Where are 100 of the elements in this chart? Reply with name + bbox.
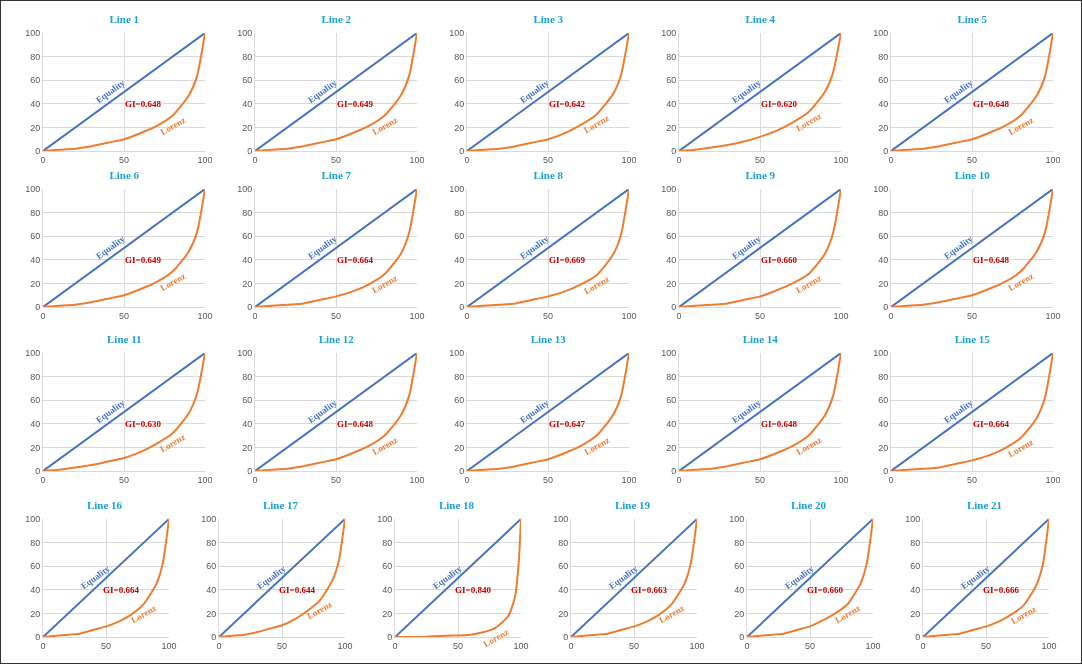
y-tick-label: 100 <box>237 28 253 39</box>
y-tick-label: 80 <box>242 51 253 62</box>
chart-title: Line 15 <box>954 333 991 346</box>
y-tick-label: 40 <box>242 98 253 109</box>
y-tick-label: 40 <box>30 254 41 265</box>
annotation: GI=0.648 <box>125 99 162 109</box>
y-tick-label: 80 <box>454 207 465 218</box>
chart-title: Line 17 <box>262 499 299 512</box>
y-tick-label: 80 <box>558 537 569 548</box>
y-tick-label: 40 <box>666 418 677 429</box>
y-tick-label: 80 <box>878 207 889 218</box>
y-tick-label: 80 <box>734 537 745 548</box>
annotation: GI=0.630 <box>125 419 162 429</box>
x-tick-label: 50 <box>542 154 554 165</box>
y-tick-label: 60 <box>666 231 677 242</box>
annotation: GI=0.660 <box>761 255 798 265</box>
x-tick-label: 100 <box>1045 310 1061 321</box>
y-tick-label: 20 <box>878 442 889 453</box>
y-tick-label: 80 <box>30 51 41 62</box>
x-tick-label: 50 <box>980 640 992 651</box>
annotation: GI=0.648 <box>973 255 1010 265</box>
y-tick-label: 80 <box>910 537 921 548</box>
chart-title: Line 9 <box>745 169 776 182</box>
y-tick-label: 100 <box>873 348 889 359</box>
y-tick-label: 40 <box>30 98 41 109</box>
y-tick-label: 40 <box>666 254 677 265</box>
x-tick-label: 100 <box>621 310 637 321</box>
y-tick-label: 0 <box>671 302 677 313</box>
x-tick-label: 50 <box>542 474 554 485</box>
y-tick-label: 100 <box>449 184 465 195</box>
y-tick-label: 0 <box>739 632 745 643</box>
y-tick-label: 0 <box>883 302 889 313</box>
y-tick-label: 80 <box>666 207 677 218</box>
y-tick-label: 100 <box>237 184 253 195</box>
y-tick-label: 80 <box>30 537 41 548</box>
y-tick-label: 40 <box>206 584 217 595</box>
y-tick-label: 60 <box>666 75 677 86</box>
chart-title: Line 11 <box>107 333 142 346</box>
y-tick-label: 40 <box>454 254 465 265</box>
y-tick-label: 40 <box>454 418 465 429</box>
x-tick-label: 50 <box>452 640 464 651</box>
y-tick-label: 40 <box>666 98 677 109</box>
y-tick-label: 20 <box>206 608 217 619</box>
x-tick-label: 50 <box>118 310 130 321</box>
y-tick-label: 60 <box>30 75 41 86</box>
y-tick-label: 20 <box>30 122 41 133</box>
y-tick-label: 100 <box>661 184 677 195</box>
x-tick-label: 100 <box>833 474 849 485</box>
y-tick-label: 0 <box>883 466 889 477</box>
y-tick-label: 80 <box>454 371 465 382</box>
y-tick-label: 100 <box>661 348 677 359</box>
x-tick-label: 50 <box>330 474 342 485</box>
chart-title: Line 19 <box>614 499 651 512</box>
y-tick-label: 100 <box>905 514 921 525</box>
y-tick-label: 0 <box>563 632 569 643</box>
y-tick-label: 0 <box>459 466 465 477</box>
y-tick-label: 0 <box>211 632 217 643</box>
y-tick-label: 0 <box>459 302 465 313</box>
y-tick-label: 20 <box>666 122 677 133</box>
y-tick-label: 60 <box>558 561 569 572</box>
y-tick-label: 20 <box>30 608 41 619</box>
y-tick-label: 100 <box>449 28 465 39</box>
y-tick-label: 60 <box>30 395 41 406</box>
y-tick-label: 80 <box>666 371 677 382</box>
x-tick-label: 100 <box>833 310 849 321</box>
y-tick-label: 0 <box>35 302 41 313</box>
y-tick-label: 20 <box>242 442 253 453</box>
x-tick-label: 50 <box>330 310 342 321</box>
annotation: GI=0.666 <box>983 585 1020 595</box>
y-tick-label: 20 <box>454 442 465 453</box>
y-tick-label: 0 <box>247 146 253 157</box>
y-tick-label: 60 <box>454 395 465 406</box>
x-tick-label: 100 <box>689 640 705 651</box>
y-tick-label: 80 <box>30 371 41 382</box>
x-tick-label: 100 <box>833 154 849 165</box>
x-tick-label: 100 <box>621 154 637 165</box>
y-tick-label: 60 <box>666 395 677 406</box>
y-tick-label: 20 <box>666 442 677 453</box>
x-tick-label: 100 <box>1045 474 1061 485</box>
annotation: GI=0.664 <box>337 255 374 265</box>
x-tick-label: 50 <box>118 474 130 485</box>
x-tick-label: 50 <box>804 640 816 651</box>
chart-title: Line 14 <box>742 333 779 346</box>
chart-title: Line 21 <box>966 499 1003 512</box>
chart-title: Line 2 <box>321 13 352 26</box>
y-tick-label: 20 <box>558 608 569 619</box>
annotation: GI=0.648 <box>761 419 798 429</box>
y-tick-label: 40 <box>878 254 889 265</box>
x-tick-label: 100 <box>337 640 353 651</box>
annotation: GI=0.669 <box>549 255 586 265</box>
y-tick-label: 0 <box>387 632 393 643</box>
y-tick-label: 40 <box>878 98 889 109</box>
y-tick-label: 20 <box>734 608 745 619</box>
y-tick-label: 40 <box>558 584 569 595</box>
annotation: GI=0.648 <box>973 99 1010 109</box>
y-tick-label: 80 <box>30 207 41 218</box>
y-tick-label: 0 <box>915 632 921 643</box>
annotation: GI=0.647 <box>549 419 586 429</box>
y-tick-label: 40 <box>734 584 745 595</box>
y-tick-label: 20 <box>242 278 253 289</box>
